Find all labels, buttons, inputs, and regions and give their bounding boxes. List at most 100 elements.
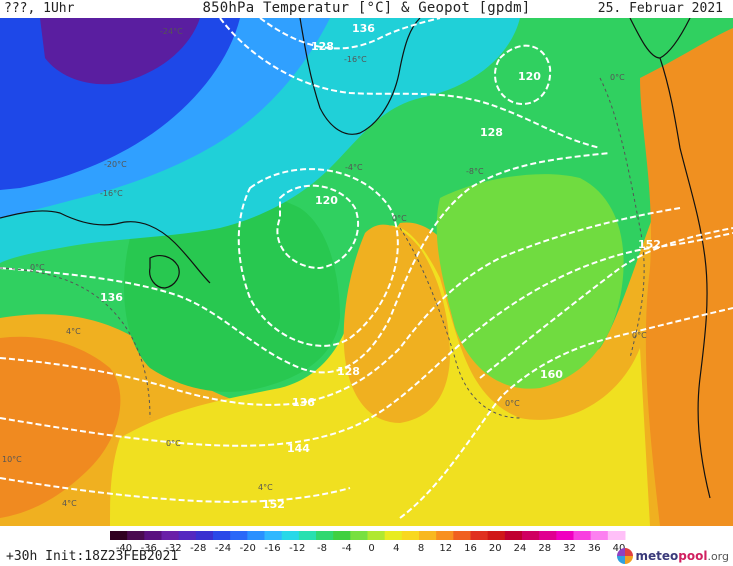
legend-label: -32 (165, 543, 181, 554)
legend-swatch (522, 531, 540, 540)
legend-swatch (573, 531, 592, 540)
temp-label: -16°C (100, 189, 123, 198)
legend-label: 8 (418, 543, 424, 554)
legend-label: -16 (264, 543, 280, 554)
temp-label: 4°C (258, 483, 273, 492)
legend-label: 4 (393, 543, 399, 554)
legend-label: 20 (489, 543, 502, 554)
legend-swatch (384, 531, 403, 540)
light-green-region (436, 174, 624, 389)
geopot-label: 160 (540, 368, 563, 381)
warm-region-east-orange (640, 28, 733, 526)
legend-swatch (590, 531, 609, 540)
weather-map: 136 128 120 128 120 136 128 136 144 152 … (0, 18, 733, 526)
contour-136-south (0, 207, 681, 406)
geopot-label: 128 (311, 40, 334, 53)
temp-label: 4°C (66, 327, 81, 336)
legend-swatch (161, 531, 180, 540)
legend-swatch (539, 531, 557, 540)
legend-swatch (436, 531, 454, 540)
legend-label: 40 (613, 543, 626, 554)
temp-label: 0°C (30, 263, 45, 272)
legend-label: 32 (563, 543, 576, 554)
legend-label: -12 (289, 543, 305, 554)
legend-swatch (247, 531, 265, 540)
geopot-label: 136 (292, 396, 315, 409)
map-header: ???, 1Uhr 850hPa Temperatur [°C] & Geopo… (0, 0, 733, 18)
legend-swatch (453, 531, 471, 540)
contour-128-north (219, 18, 601, 149)
legend-label: -8 (317, 543, 327, 554)
valid-time-label: ???, 1Uhr (4, 1, 75, 16)
geopot-label: 136 (352, 22, 375, 35)
temp-label: -16°C (344, 55, 367, 64)
temp-label: 0°C (610, 73, 625, 82)
meteopool-logo-text: meteopool.org (635, 549, 729, 563)
legend-label: -28 (190, 543, 206, 554)
coastlines (0, 18, 711, 499)
geopot-label: 136 (100, 291, 123, 304)
geopot-label: 120 (315, 194, 338, 207)
purple-region (40, 18, 200, 85)
legend-swatch (264, 531, 283, 540)
geopot-labels: 136 128 120 128 120 136 128 136 144 152 … (100, 22, 661, 511)
legend-swatch (281, 531, 300, 540)
temp-label: 0°C (166, 439, 181, 448)
legend-labels: -40 -36 -32 -28 -24 -20 -16 -12 -8 -4 0 4 8 12 16 20 24 2… (116, 543, 626, 554)
contour-128-low (237, 168, 399, 347)
legend-swatch (470, 531, 489, 540)
contour-120-low (276, 184, 360, 270)
legend-swatch (607, 531, 626, 540)
color-legend: -40 -36 -32 -28 -24 -20 -16 -12 -8 -4 0 4 8 12 16 20 24 2… (110, 531, 626, 554)
geopot-label: 144 (287, 442, 310, 455)
legend-swatch (230, 531, 248, 540)
warm-region-orange (0, 58, 733, 526)
contour-160 (399, 307, 733, 519)
contour-144 (0, 232, 733, 447)
geopot-label: 128 (480, 126, 503, 139)
geopot-label: 120 (518, 70, 541, 83)
legend-swatch (487, 531, 506, 540)
green-region (124, 187, 340, 392)
temp-label: 4°C (62, 499, 77, 508)
legend-swatch (298, 531, 317, 540)
temp-label: 0°C (505, 399, 520, 408)
contour-120-north (494, 44, 552, 105)
contour-136-north (259, 18, 441, 50)
legend-label: -4 (342, 543, 352, 554)
legend-swatch (178, 531, 197, 540)
valid-date: 25. Februar 2021 (597, 1, 723, 16)
scandinavia-coast (629, 18, 691, 59)
legend-swatch (316, 531, 334, 540)
legend-swatch (504, 531, 523, 540)
warm-region-deep-orange (0, 336, 121, 518)
legend-swatch (144, 531, 162, 540)
newfoundland-coast (149, 255, 180, 289)
meteopool-logo[interactable]: meteopool.org (617, 547, 729, 565)
temp-label: -8°C (466, 167, 484, 176)
geopotential-contours (0, 18, 733, 519)
temp-label: -24°C (160, 27, 183, 36)
legend-swatch (110, 531, 128, 540)
legend-label: 12 (439, 543, 452, 554)
legend-swatch (195, 531, 214, 540)
contour-152-west (0, 477, 351, 503)
legend-label: 36 (588, 543, 601, 554)
legend-label: 0 (368, 543, 374, 554)
legend-label: -24 (215, 543, 231, 554)
greenland-coast (299, 18, 421, 135)
legend-swatch (213, 531, 231, 540)
legend-swatch (350, 531, 368, 540)
temp-label: 0°C (392, 214, 407, 223)
legend-swatch (367, 531, 386, 540)
contour-152-east (479, 227, 733, 379)
isotherm-zero (0, 77, 645, 419)
legend-label: -40 (116, 543, 132, 554)
meteopool-logo-icon (617, 548, 634, 564)
legend-swatch (333, 531, 351, 540)
contour-136-mid (0, 152, 611, 374)
run-info: +30h Init:18Z23FEB2021 (6, 549, 179, 564)
legend-label: 24 (514, 543, 527, 554)
temp-label: 10°C (2, 455, 22, 464)
labrador-coast (0, 210, 211, 284)
